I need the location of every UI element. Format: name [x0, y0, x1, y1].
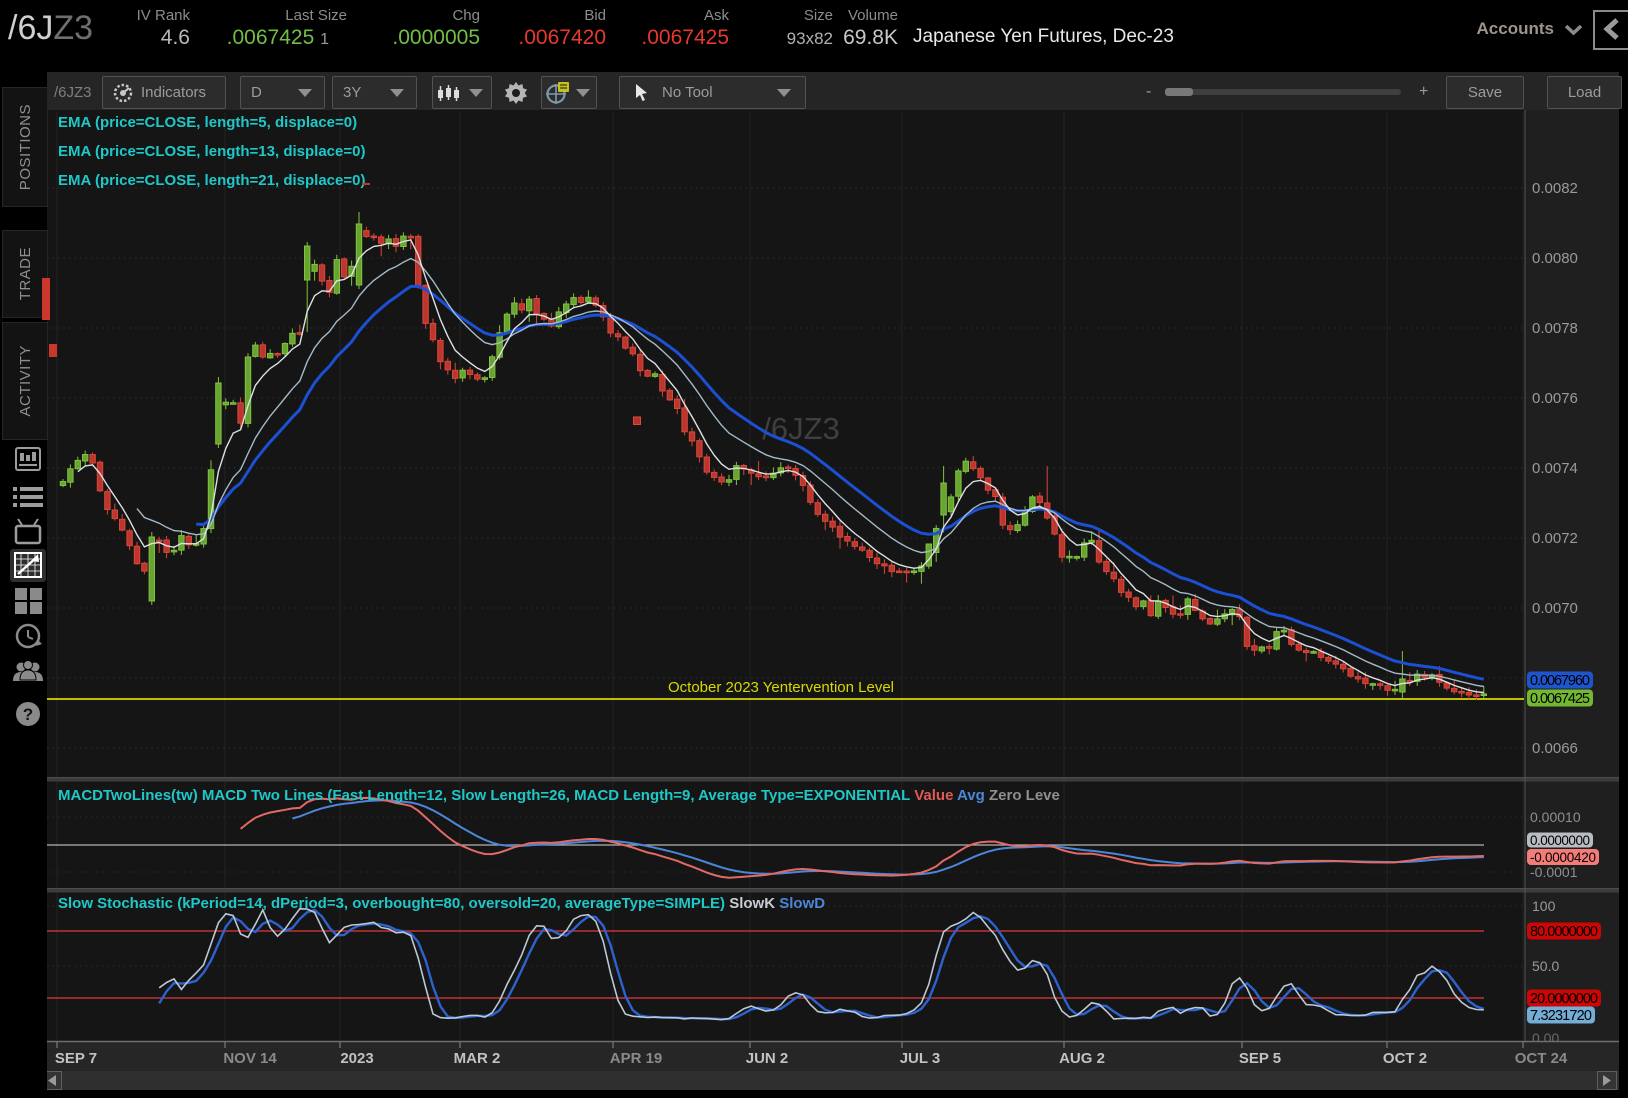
svg-text:0.0076: 0.0076	[1532, 390, 1578, 407]
svg-text:SEP 5: SEP 5	[1239, 1050, 1281, 1067]
svg-text:0.0072: 0.0072	[1532, 530, 1578, 547]
svg-text:JUN 2: JUN 2	[746, 1050, 789, 1067]
svg-text:AUG 2: AUG 2	[1059, 1050, 1105, 1067]
svg-text:0.0082: 0.0082	[1532, 180, 1578, 197]
svg-text:?: ?	[23, 705, 33, 724]
svg-text:OCT 24: OCT 24	[1515, 1050, 1568, 1067]
svg-text:NOV 14: NOV 14	[223, 1050, 277, 1067]
svg-text:80.0000000: 80.0000000	[1530, 924, 1598, 940]
svg-text:EMA (price=CLOSE, length=13, d: EMA (price=CLOSE, length=13, displace=0)	[58, 143, 365, 160]
svg-text:APR 19: APR 19	[610, 1050, 663, 1067]
svg-text:-0.0001: -0.0001	[1530, 864, 1578, 880]
svg-text:MACDTwoLines(tw) MACD Two Line: MACDTwoLines(tw) MACD Two Lines (Fast Le…	[58, 787, 1060, 804]
svg-text:0.0074: 0.0074	[1532, 460, 1578, 477]
svg-text:MAR 2: MAR 2	[454, 1050, 501, 1067]
svg-text:October 2023 Yentervention Lev: October 2023 Yentervention Level	[668, 679, 894, 696]
svg-text:0.0078: 0.0078	[1532, 320, 1578, 337]
svg-text:50.0: 50.0	[1532, 958, 1559, 974]
svg-text:JUL 3: JUL 3	[900, 1050, 941, 1067]
svg-text:EMA (price=CLOSE, length=21, d: EMA (price=CLOSE, length=21, displace=0)	[58, 172, 365, 189]
svg-text:20.0000000: 20.0000000	[1530, 991, 1598, 1007]
svg-text:Slow Stochastic (kPeriod=14, d: Slow Stochastic (kPeriod=14, dPeriod=3, …	[58, 895, 825, 912]
svg-text:2023: 2023	[340, 1050, 373, 1067]
svg-text:100: 100	[1532, 898, 1556, 914]
svg-text:7.3231720: 7.3231720	[1530, 1008, 1592, 1024]
svg-text:EMA (price=CLOSE, length=5, di: EMA (price=CLOSE, length=5, displace=0)	[58, 114, 357, 131]
svg-text:SEP 7: SEP 7	[55, 1050, 97, 1067]
svg-text:OCT 2: OCT 2	[1383, 1050, 1427, 1067]
svg-text:0.0070: 0.0070	[1532, 600, 1578, 617]
svg-text:0.0067960: 0.0067960	[1530, 673, 1590, 689]
svg-text:0.0080: 0.0080	[1532, 250, 1578, 267]
svg-text:0.00010: 0.00010	[1530, 809, 1581, 825]
svg-text:0.0000000: 0.0000000	[1530, 833, 1590, 848]
svg-text:0.0067425: 0.0067425	[1530, 691, 1590, 707]
svg-text:/6JZ3: /6JZ3	[762, 411, 840, 446]
svg-text:0.0066: 0.0066	[1532, 740, 1578, 757]
svg-text:-0.0000420: -0.0000420	[1530, 850, 1596, 865]
